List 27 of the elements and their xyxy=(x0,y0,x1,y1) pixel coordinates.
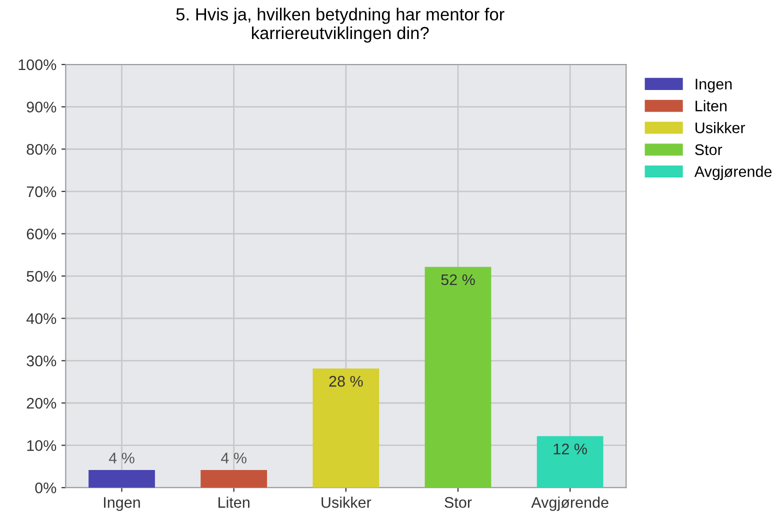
y-tick-label: 70% xyxy=(26,186,56,198)
y-tick-label: 90% xyxy=(26,102,56,112)
legend-label: Usikker xyxy=(696,122,746,134)
data-label: 12 % xyxy=(554,444,587,454)
data-label: 28 % xyxy=(329,376,363,387)
x-tick-label: Ingen xyxy=(104,497,140,511)
x-tick-label: Liten xyxy=(218,496,250,508)
y-tick-label: 100% xyxy=(18,59,56,70)
data-label: 52 % xyxy=(441,274,475,286)
y-tick-label: 80% xyxy=(26,144,56,155)
x-tick-label: Usikker xyxy=(322,496,372,508)
y-tick-label: 30% xyxy=(26,356,56,366)
x-tick-label: Stor xyxy=(444,497,472,508)
y-tick-label: 40% xyxy=(26,313,56,324)
legend-label: Stor xyxy=(695,144,722,156)
legend-label: Liten xyxy=(696,100,727,112)
y-tick-label: 20% xyxy=(26,398,56,409)
y-tick-label: 0% xyxy=(35,482,56,494)
legend-label: Ingen xyxy=(696,78,732,92)
y-tick-label: 50% xyxy=(26,270,56,282)
y-tick-label: 60% xyxy=(26,228,56,240)
x-tick-label: Avgjørende xyxy=(531,496,608,511)
data-label: 4 % xyxy=(221,452,246,464)
legend-label: Avgjørende xyxy=(694,166,772,180)
y-tick-label: 10% xyxy=(27,440,56,451)
chart-title: 5. Hvis ja, hvilken betydning har mentor for karriereutviklingen din? xyxy=(176,8,504,43)
data-label: 4 % xyxy=(108,452,134,464)
